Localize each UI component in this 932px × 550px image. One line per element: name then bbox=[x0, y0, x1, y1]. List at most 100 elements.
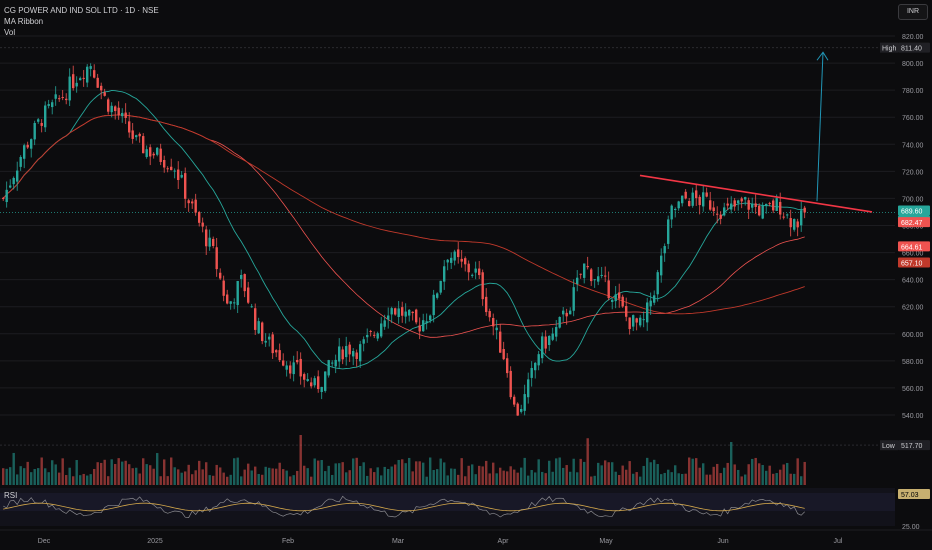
candle-body[interactable] bbox=[114, 106, 117, 112]
candle-body[interactable] bbox=[562, 310, 565, 315]
candle-body[interactable] bbox=[37, 119, 40, 122]
candle-body[interactable] bbox=[639, 317, 642, 326]
candle-body[interactable] bbox=[229, 301, 232, 304]
candle-body[interactable] bbox=[299, 358, 302, 377]
candle-body[interactable] bbox=[516, 403, 519, 416]
candle-body[interactable] bbox=[800, 210, 803, 226]
candle-body[interactable] bbox=[425, 321, 428, 324]
candle-body[interactable] bbox=[625, 306, 628, 317]
candle-body[interactable] bbox=[695, 190, 698, 199]
candle-body[interactable] bbox=[397, 308, 400, 318]
candle-body[interactable] bbox=[303, 374, 306, 380]
candle-body[interactable] bbox=[355, 352, 358, 359]
candle-body[interactable] bbox=[803, 207, 806, 213]
candle-body[interactable] bbox=[674, 208, 677, 210]
candle-body[interactable] bbox=[411, 311, 414, 314]
candle-body[interactable] bbox=[544, 336, 547, 349]
candle-body[interactable] bbox=[642, 319, 645, 321]
resistance-trendline[interactable] bbox=[639, 174, 873, 213]
candle-body[interactable] bbox=[548, 335, 551, 346]
candle-body[interactable] bbox=[82, 77, 85, 79]
candle-body[interactable] bbox=[275, 350, 278, 353]
candle-body[interactable] bbox=[247, 287, 250, 303]
candle-body[interactable] bbox=[667, 219, 670, 244]
candle-body[interactable] bbox=[166, 168, 169, 170]
candle-body[interactable] bbox=[709, 200, 712, 210]
candle-body[interactable] bbox=[359, 344, 362, 362]
candle-body[interactable] bbox=[460, 258, 463, 262]
candle-body[interactable] bbox=[569, 310, 572, 315]
candle-body[interactable] bbox=[306, 379, 309, 381]
candle-body[interactable] bbox=[236, 280, 239, 306]
candle-body[interactable] bbox=[691, 192, 694, 206]
candle-body[interactable] bbox=[68, 76, 71, 101]
candle-body[interactable] bbox=[12, 177, 15, 185]
price-axis[interactable]: 820.00 800.00 780.00 760.00 740.00 720.00 700.… bbox=[880, 0, 932, 550]
candle-body[interactable] bbox=[541, 336, 544, 359]
candle-body[interactable] bbox=[61, 97, 64, 99]
candle-body[interactable] bbox=[523, 394, 526, 411]
candle-body[interactable] bbox=[86, 66, 89, 83]
candle-body[interactable] bbox=[747, 200, 750, 210]
candle-body[interactable] bbox=[348, 344, 351, 355]
candle-body[interactable] bbox=[772, 200, 775, 211]
candle-body[interactable] bbox=[439, 280, 442, 293]
candle-body[interactable] bbox=[768, 203, 771, 205]
candle-body[interactable] bbox=[394, 308, 397, 315]
candle-body[interactable] bbox=[716, 213, 719, 215]
candle-body[interactable] bbox=[289, 365, 292, 374]
candle-body[interactable] bbox=[40, 122, 43, 126]
candle-body[interactable] bbox=[334, 359, 337, 367]
candle-body[interactable] bbox=[478, 268, 481, 276]
candle-body[interactable] bbox=[488, 311, 491, 318]
candle-body[interactable] bbox=[187, 200, 190, 204]
candle-body[interactable] bbox=[607, 280, 610, 299]
candle-body[interactable] bbox=[240, 275, 243, 279]
candle-body[interactable] bbox=[58, 98, 61, 100]
candle-body[interactable] bbox=[131, 130, 134, 139]
candle-body[interactable] bbox=[600, 274, 603, 276]
candle-body[interactable] bbox=[226, 294, 229, 304]
candle-body[interactable] bbox=[502, 349, 505, 360]
candle-body[interactable] bbox=[513, 396, 516, 405]
candle-body[interactable] bbox=[156, 147, 159, 155]
candle-body[interactable] bbox=[443, 266, 446, 282]
candle-body[interactable] bbox=[159, 148, 162, 162]
candle-body[interactable] bbox=[338, 346, 341, 362]
candle-body[interactable] bbox=[177, 169, 180, 181]
candle-body[interactable] bbox=[712, 207, 715, 212]
candle-body[interactable] bbox=[723, 207, 726, 216]
candle-body[interactable] bbox=[492, 317, 495, 327]
candle-body[interactable] bbox=[271, 334, 274, 354]
candle-body[interactable] bbox=[257, 321, 260, 334]
candle-body[interactable] bbox=[180, 174, 183, 178]
candle-body[interactable] bbox=[222, 280, 225, 296]
target-arrow[interactable] bbox=[816, 52, 824, 202]
candle-body[interactable] bbox=[495, 327, 498, 331]
candle-body[interactable] bbox=[656, 272, 659, 295]
candle-body[interactable] bbox=[30, 139, 33, 149]
candle-body[interactable] bbox=[261, 322, 264, 342]
candle-body[interactable] bbox=[457, 249, 460, 258]
candle-body[interactable] bbox=[215, 247, 218, 270]
candle-body[interactable] bbox=[324, 371, 327, 391]
candle-body[interactable] bbox=[243, 274, 246, 292]
candle-body[interactable] bbox=[740, 198, 743, 202]
candle-body[interactable] bbox=[233, 302, 236, 304]
candle-body[interactable] bbox=[373, 334, 376, 336]
candle-body[interactable] bbox=[611, 299, 614, 302]
candle-body[interactable] bbox=[103, 92, 106, 96]
candle-body[interactable] bbox=[618, 292, 621, 299]
time-axis[interactable]: Dec 2025 Feb Mar Apr May Jun Jul bbox=[0, 529, 932, 545]
candle-body[interactable] bbox=[317, 376, 320, 390]
candle-body[interactable] bbox=[415, 309, 418, 323]
candle-body[interactable] bbox=[278, 350, 281, 361]
candle-body[interactable] bbox=[681, 195, 684, 204]
candle-body[interactable] bbox=[362, 339, 365, 344]
candle-body[interactable] bbox=[590, 269, 593, 282]
candle-body[interactable] bbox=[432, 294, 435, 316]
candle-body[interactable] bbox=[96, 77, 99, 88]
indicator-ma-ribbon[interactable]: MA Ribbon bbox=[4, 17, 44, 26]
candle-body[interactable] bbox=[474, 268, 477, 273]
candle-body[interactable] bbox=[5, 189, 8, 203]
